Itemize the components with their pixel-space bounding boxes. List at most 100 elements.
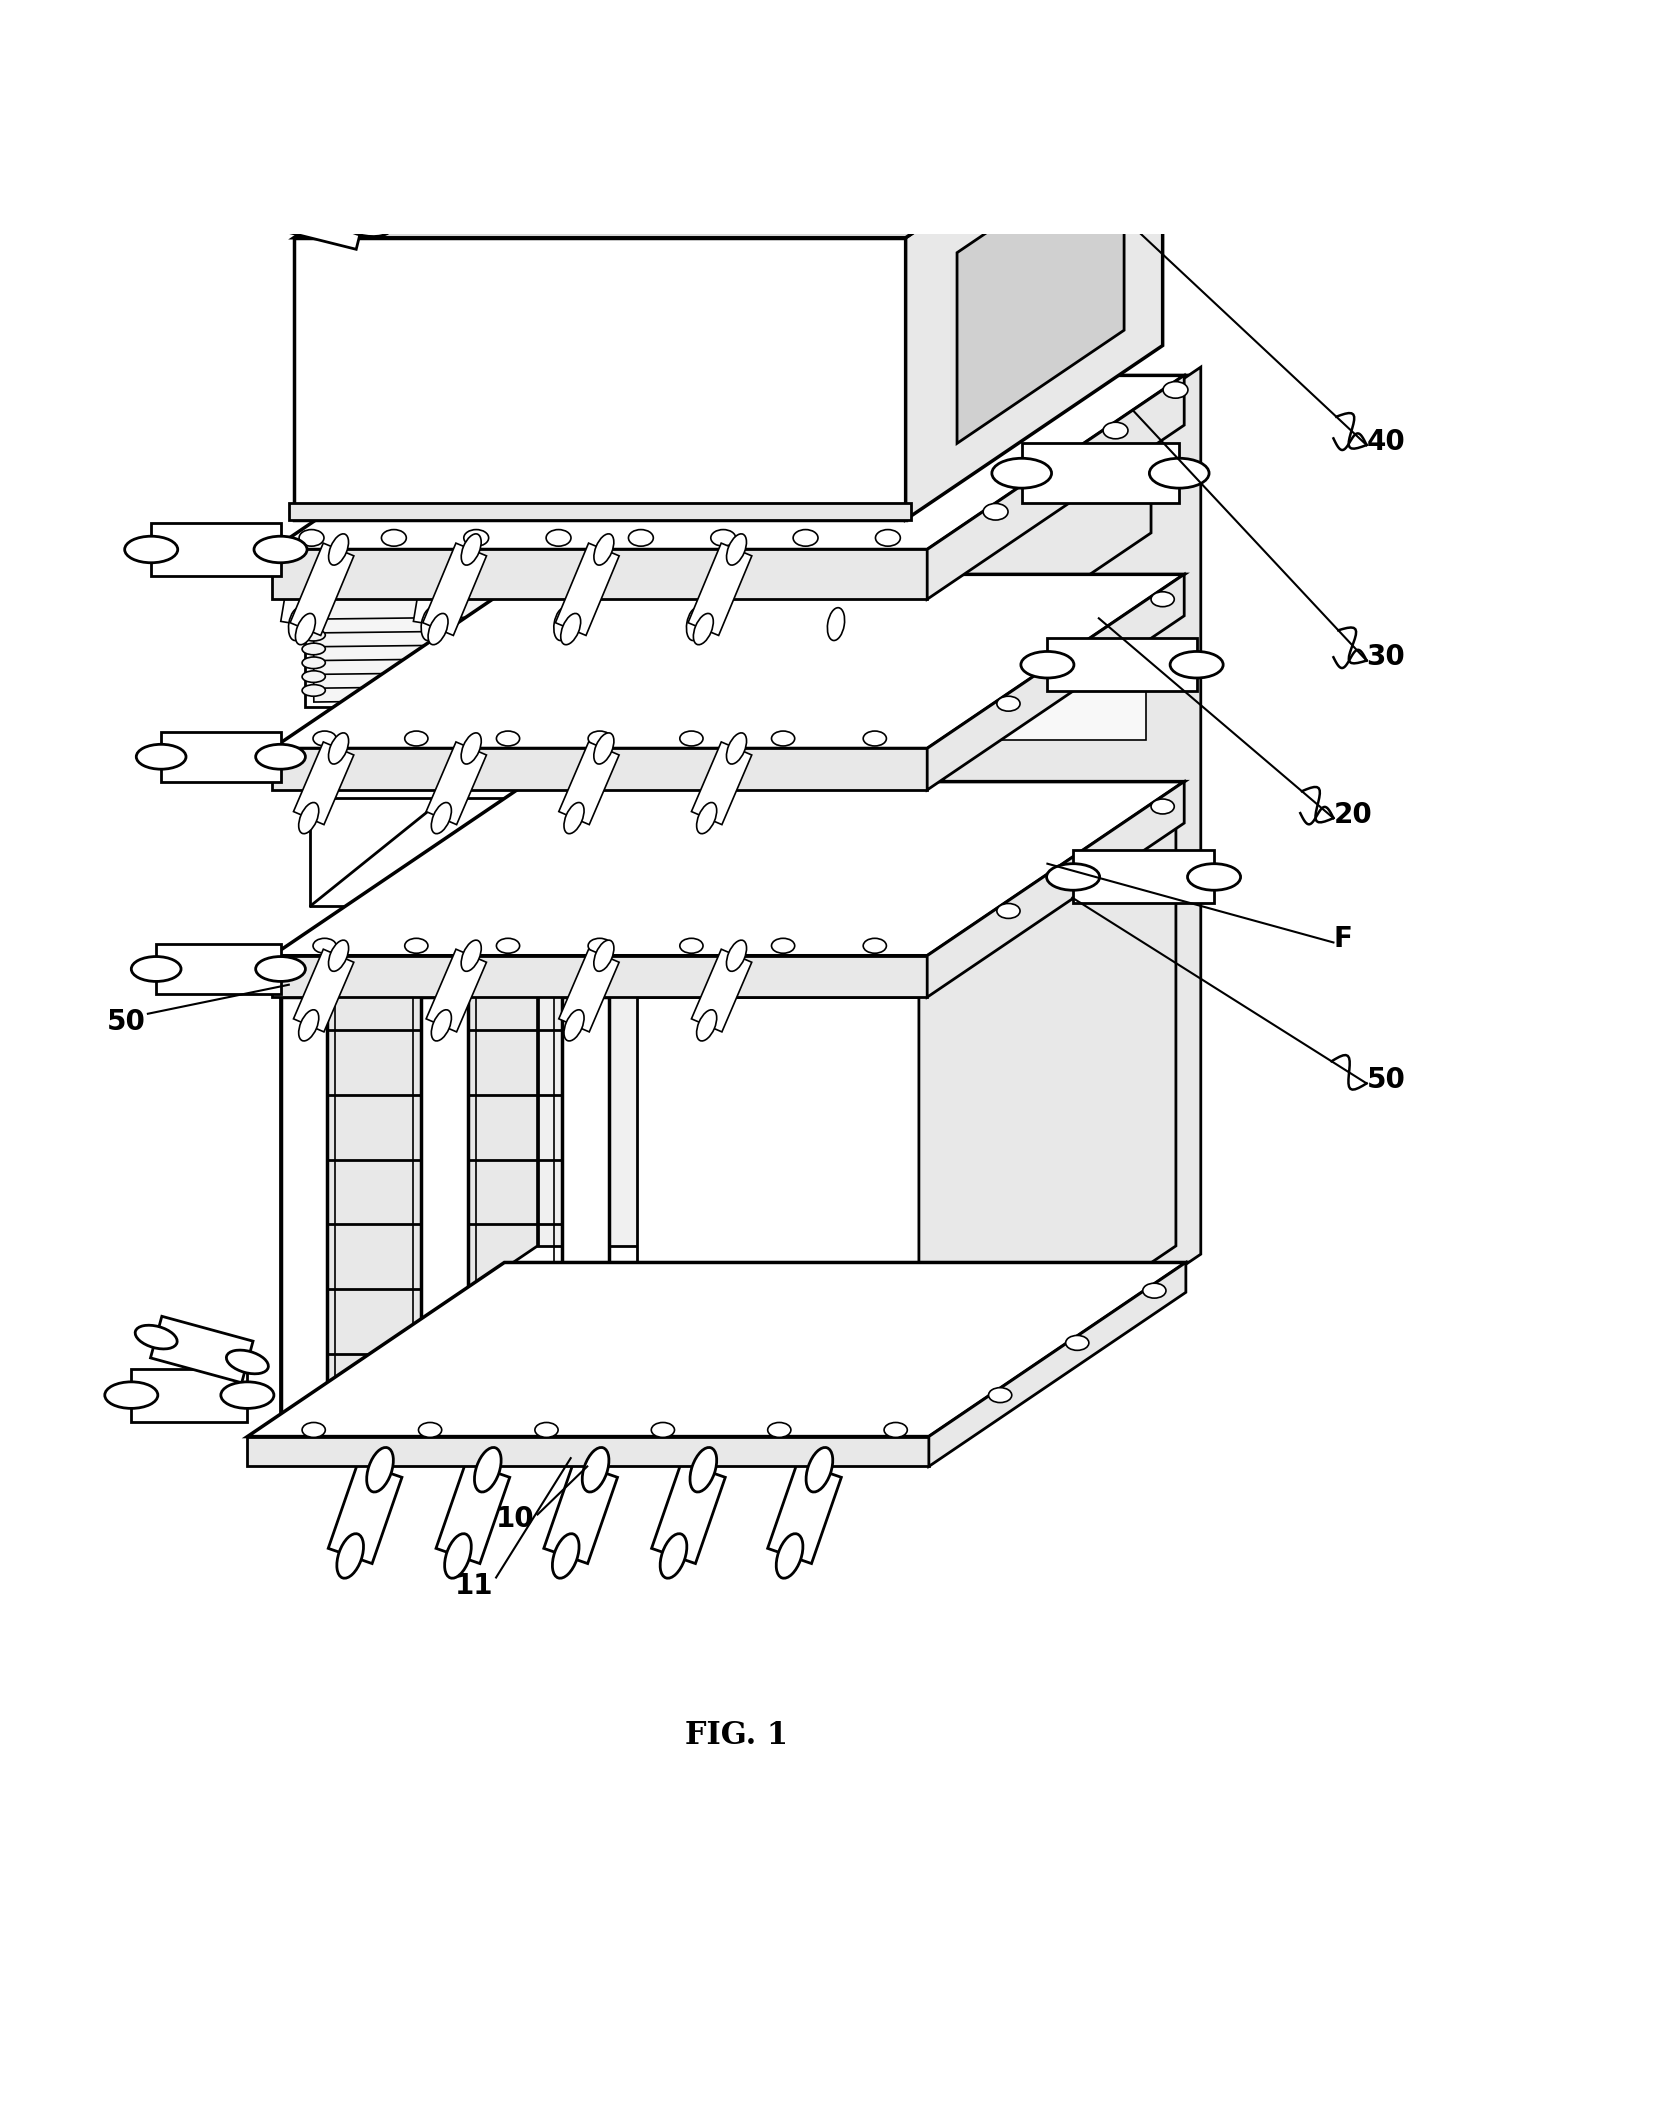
Ellipse shape [428,613,448,644]
Ellipse shape [1150,591,1174,606]
Ellipse shape [863,938,886,953]
Polygon shape [314,659,886,689]
Polygon shape [314,604,886,634]
Ellipse shape [328,734,348,764]
Polygon shape [637,998,920,1421]
Polygon shape [306,600,895,706]
Ellipse shape [431,802,451,834]
Ellipse shape [132,957,181,981]
Ellipse shape [589,938,612,953]
Ellipse shape [776,1534,803,1578]
Ellipse shape [405,732,428,747]
Ellipse shape [303,602,326,613]
Ellipse shape [254,536,308,564]
Polygon shape [314,632,886,661]
Ellipse shape [298,557,314,591]
Ellipse shape [681,938,702,953]
Polygon shape [314,589,886,619]
Ellipse shape [547,530,570,547]
Ellipse shape [497,732,520,747]
Polygon shape [294,949,354,1032]
Ellipse shape [1022,651,1073,679]
Ellipse shape [874,651,898,661]
Polygon shape [906,64,1162,519]
Polygon shape [294,742,354,825]
Ellipse shape [884,1423,908,1438]
Ellipse shape [1187,864,1241,891]
Polygon shape [767,1461,841,1563]
Ellipse shape [594,534,614,566]
Ellipse shape [874,608,898,621]
Polygon shape [273,549,928,600]
Polygon shape [562,998,609,1421]
Ellipse shape [874,623,898,634]
Polygon shape [864,17,981,94]
Ellipse shape [771,732,794,747]
Ellipse shape [1149,457,1209,487]
Polygon shape [920,823,1175,1421]
Ellipse shape [303,685,326,696]
Ellipse shape [334,204,393,236]
Polygon shape [930,1263,1185,1466]
Polygon shape [314,672,886,702]
Ellipse shape [988,1387,1012,1402]
Ellipse shape [137,744,186,770]
Ellipse shape [299,530,324,547]
Polygon shape [436,1461,510,1563]
Polygon shape [150,1317,252,1383]
Ellipse shape [681,732,702,747]
Ellipse shape [874,596,898,606]
Ellipse shape [552,1534,579,1578]
Polygon shape [281,998,328,1421]
Polygon shape [679,572,719,627]
Ellipse shape [563,802,584,834]
Ellipse shape [461,534,482,566]
Ellipse shape [863,732,886,747]
Ellipse shape [303,642,326,655]
Text: 30: 30 [1366,642,1406,672]
Polygon shape [928,574,1184,789]
Ellipse shape [303,1423,326,1438]
Ellipse shape [874,664,898,676]
Polygon shape [956,140,1124,442]
Ellipse shape [1104,423,1129,438]
Polygon shape [426,742,487,825]
Polygon shape [328,1461,401,1563]
Polygon shape [637,823,1175,998]
Polygon shape [426,949,487,1032]
Ellipse shape [463,530,488,547]
Ellipse shape [726,734,747,764]
Ellipse shape [202,170,259,204]
Ellipse shape [1073,644,1097,659]
Polygon shape [289,504,911,519]
Ellipse shape [418,1423,441,1438]
Ellipse shape [694,613,714,644]
Text: 50: 50 [107,1008,145,1036]
Polygon shape [161,732,281,781]
Ellipse shape [445,1534,472,1578]
Ellipse shape [366,1448,393,1491]
Ellipse shape [727,534,746,566]
Ellipse shape [726,940,747,972]
Ellipse shape [125,536,177,564]
Ellipse shape [430,557,446,591]
Polygon shape [132,1368,247,1421]
Ellipse shape [562,557,579,591]
Ellipse shape [629,530,654,547]
Ellipse shape [421,608,438,640]
Polygon shape [1022,442,1179,504]
Polygon shape [273,574,1184,749]
Ellipse shape [405,938,428,953]
Ellipse shape [696,557,712,591]
Polygon shape [895,425,1150,706]
Ellipse shape [313,938,336,953]
Text: 20: 20 [1334,800,1373,830]
Ellipse shape [221,1383,274,1408]
Text: FIG. 1: FIG. 1 [686,1719,788,1751]
Ellipse shape [1065,1336,1088,1351]
Polygon shape [652,1461,726,1563]
Polygon shape [273,781,1184,955]
Polygon shape [273,955,928,998]
Ellipse shape [874,636,898,649]
Ellipse shape [313,732,336,747]
